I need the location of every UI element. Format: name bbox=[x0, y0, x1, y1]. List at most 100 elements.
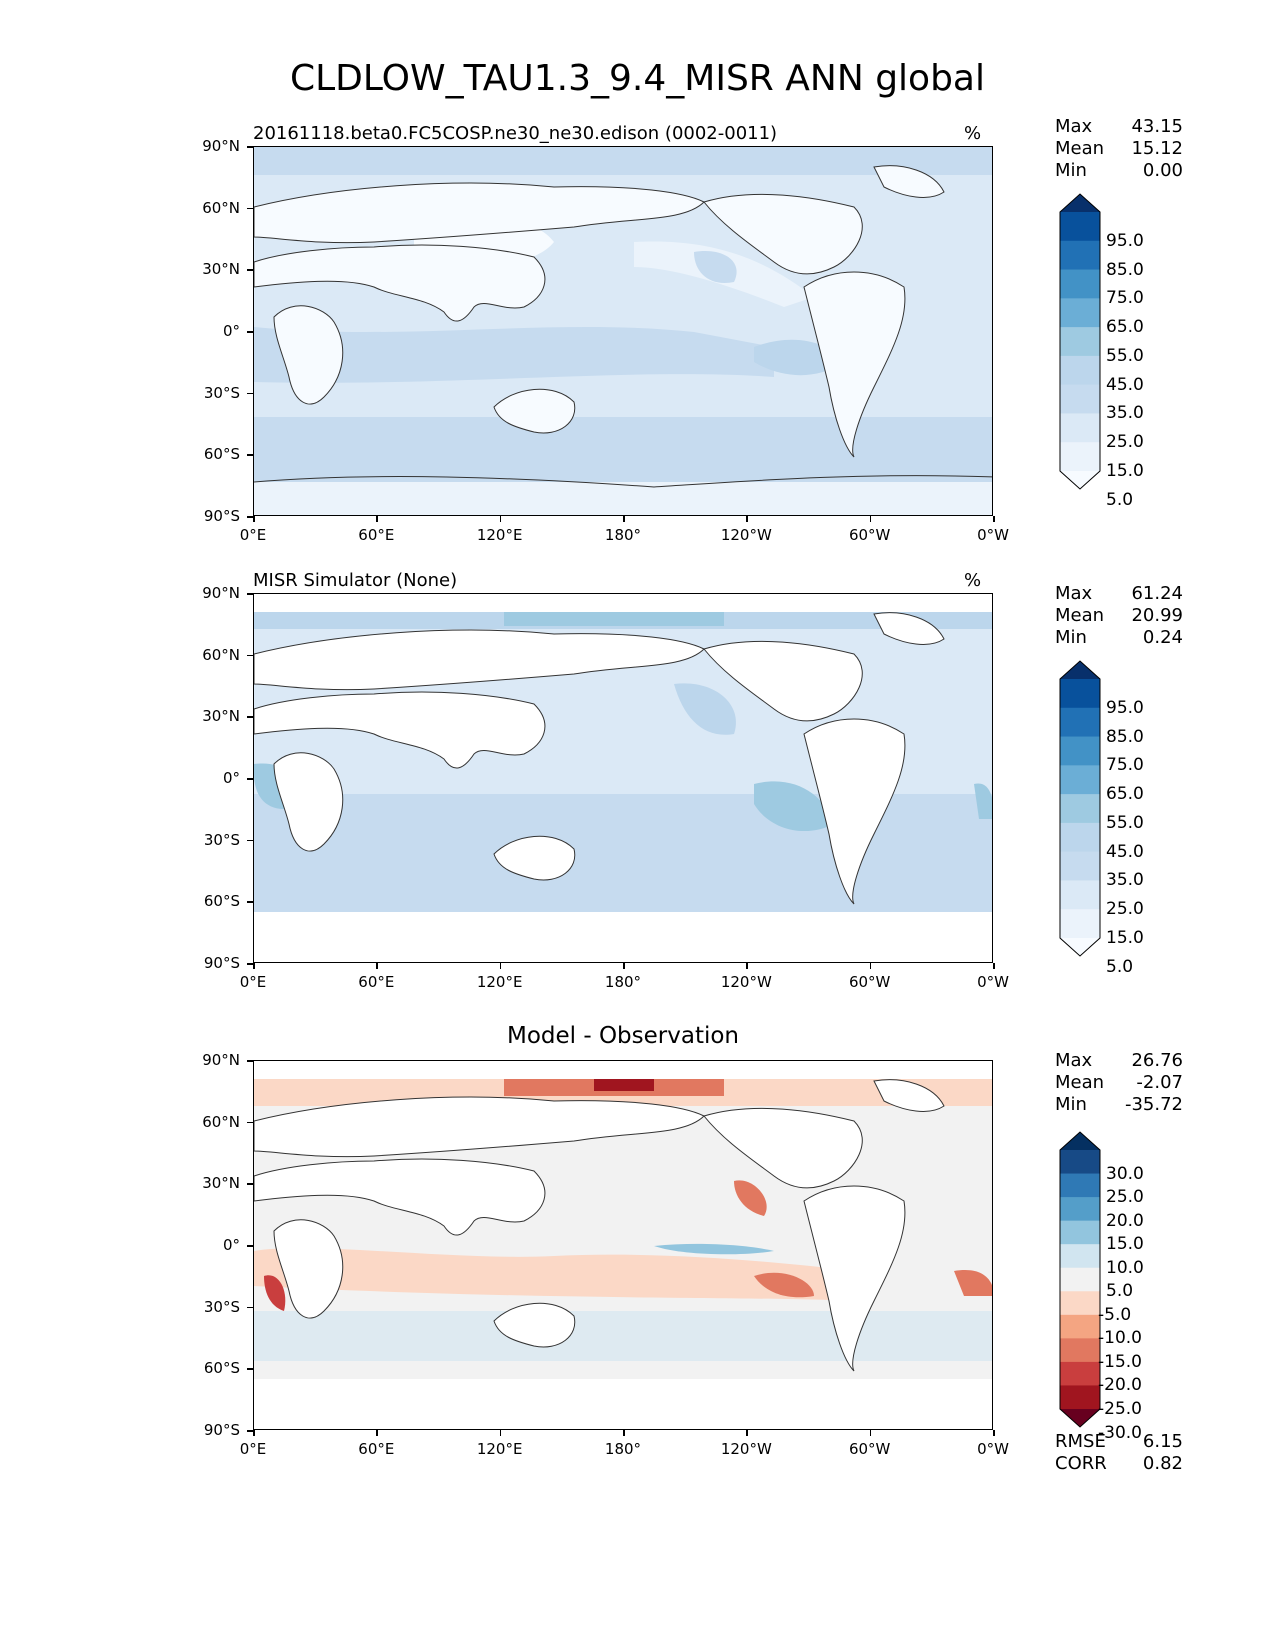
colorbar-segment bbox=[1060, 384, 1100, 414]
colorbar-segment bbox=[1060, 1361, 1100, 1386]
lat-tick bbox=[247, 1306, 253, 1309]
lon-tick-label: 60°E bbox=[358, 1440, 395, 1458]
lon-tick bbox=[499, 516, 502, 522]
lon-tick-label: 0°W bbox=[977, 973, 1009, 991]
lon-tick bbox=[623, 516, 625, 522]
lon-tick bbox=[253, 963, 255, 969]
colorbar-segment bbox=[1060, 765, 1100, 795]
colorbar-segment bbox=[1060, 1291, 1100, 1316]
observation-panel: MISR Simulator (None) % bbox=[0, 570, 1275, 1010]
lon-tick-label: 120°E bbox=[476, 1440, 523, 1458]
lon-tick-label: 0°E bbox=[239, 526, 267, 544]
lon-tick-label: 120°W bbox=[720, 526, 772, 544]
colorbar-segment bbox=[1060, 327, 1100, 357]
colorbar-segment bbox=[1060, 1244, 1100, 1269]
colorbar-tick-label: -25.0 bbox=[1098, 1399, 1142, 1419]
lon-tick-label: 180° bbox=[604, 526, 642, 544]
lon-tick bbox=[869, 1430, 872, 1436]
lat-tick-label: 90°S bbox=[203, 507, 240, 525]
colorbar-tick-label: 75.0 bbox=[1106, 288, 1144, 309]
colorbar-segment bbox=[1060, 1267, 1100, 1292]
colorbar-segment bbox=[1060, 212, 1100, 242]
colorbar-segment bbox=[1060, 1385, 1100, 1410]
colorbar-tick-label: -10.0 bbox=[1098, 1328, 1142, 1349]
lat-tick bbox=[247, 331, 253, 333]
colorbar-segment bbox=[1060, 240, 1100, 271]
colorbar-tick-label: 65.0 bbox=[1106, 317, 1144, 338]
lon-tick bbox=[746, 1430, 748, 1436]
lat-tick-label: 0° bbox=[222, 322, 240, 340]
lon-tick-label: 0°E bbox=[239, 973, 267, 991]
lat-tick bbox=[247, 454, 253, 456]
colorbar-extend-top bbox=[1060, 194, 1100, 212]
coastline-overlay bbox=[254, 165, 945, 458]
panel-title: MISR Simulator (None) bbox=[253, 570, 458, 591]
lat-tick-label: 60°S bbox=[203, 445, 240, 464]
colorbar-segment bbox=[1060, 1173, 1100, 1198]
difference-map bbox=[253, 1060, 993, 1430]
lat-tick-label: 0° bbox=[222, 769, 240, 787]
colorbar-segment bbox=[1060, 679, 1100, 709]
colorbar-tick-label: -15.0 bbox=[1098, 1351, 1142, 1372]
lon-tick bbox=[869, 963, 872, 969]
colorbar-segment bbox=[1060, 1338, 1100, 1363]
colorbar-segment bbox=[1060, 1314, 1100, 1339]
lat-tick bbox=[247, 901, 253, 903]
colorbar-tick-label: 45.0 bbox=[1106, 841, 1144, 862]
colorbar-tick-label: 15.0 bbox=[1106, 461, 1144, 481]
colorbar-tick-label: 5.0 bbox=[1106, 489, 1134, 510]
lon-tick-label: 60°W bbox=[848, 526, 891, 544]
colorbar-extend-bottom bbox=[1060, 471, 1100, 489]
lat-tick bbox=[247, 654, 253, 657]
lon-tick-label: 120°E bbox=[476, 973, 523, 991]
lat-tick-label: 90°S bbox=[203, 1421, 240, 1439]
colorbar-segment bbox=[1060, 355, 1100, 386]
lat-tick-label: 60°N bbox=[202, 1112, 240, 1131]
lon-tick bbox=[993, 1430, 995, 1436]
lat-tick-label: 60°N bbox=[202, 645, 240, 664]
lon-tick bbox=[746, 516, 748, 522]
lat-tick bbox=[247, 1368, 253, 1370]
colorbar-tick-label: 25.0 bbox=[1106, 899, 1144, 920]
model-map-field bbox=[254, 147, 992, 515]
colorbar-tick-label: -5.0 bbox=[1098, 1304, 1132, 1325]
colorbar-tick-label: 95.0 bbox=[1106, 697, 1144, 718]
colorbar-extend-bottom bbox=[1060, 938, 1100, 956]
lon-tick bbox=[499, 1430, 502, 1436]
lat-tick bbox=[247, 839, 253, 842]
colorbar bbox=[1059, 1131, 1101, 1428]
colorbar-tick-label: 10.0 bbox=[1106, 1257, 1144, 1278]
panel-title: Model - Observation bbox=[506, 1023, 740, 1049]
lon-tick bbox=[993, 963, 995, 969]
colorbar-segment bbox=[1060, 298, 1100, 328]
lon-tick bbox=[376, 516, 378, 522]
colorbar-segment bbox=[1060, 851, 1100, 881]
colorbar-tick-label: 65.0 bbox=[1106, 784, 1144, 805]
lat-tick bbox=[247, 146, 253, 148]
colorbar-tick-label: 30.0 bbox=[1106, 1163, 1144, 1184]
colorbar-tick-label: 15.0 bbox=[1106, 928, 1144, 948]
lon-tick-label: 60°E bbox=[358, 526, 395, 544]
lon-tick bbox=[253, 516, 255, 522]
colorbar-tick-label: 85.0 bbox=[1106, 259, 1144, 280]
lat-tick bbox=[247, 516, 253, 518]
lon-tick bbox=[376, 963, 378, 969]
lon-tick bbox=[253, 1430, 255, 1436]
lat-tick-label: 90°N bbox=[202, 137, 240, 155]
stats-block: Max 26.76 Mean -2.07 Min -35.72 bbox=[1055, 1050, 1183, 1115]
lat-tick-label: 30°N bbox=[202, 707, 240, 726]
lat-tick-label: 90°N bbox=[202, 1051, 240, 1069]
lon-tick-label: 0°W bbox=[977, 526, 1009, 544]
lat-tick-label: 90°S bbox=[203, 954, 240, 972]
model-panel: 20161118.beta0.FC5COSP.ne30_ne30.edison … bbox=[0, 123, 1275, 563]
lat-tick-label: 30°N bbox=[202, 1174, 240, 1193]
colorbar-extend-top bbox=[1060, 661, 1100, 679]
lon-tick bbox=[623, 1430, 625, 1436]
colorbar-tick-label: 5.0 bbox=[1106, 1281, 1134, 1302]
colorbar-tick-label: 55.0 bbox=[1106, 345, 1144, 366]
lat-tick bbox=[247, 1060, 253, 1062]
colorbar-tick-label: 95.0 bbox=[1106, 230, 1144, 251]
lat-tick bbox=[247, 963, 253, 965]
lat-tick bbox=[247, 392, 253, 395]
lat-tick-label: 60°S bbox=[203, 892, 240, 911]
